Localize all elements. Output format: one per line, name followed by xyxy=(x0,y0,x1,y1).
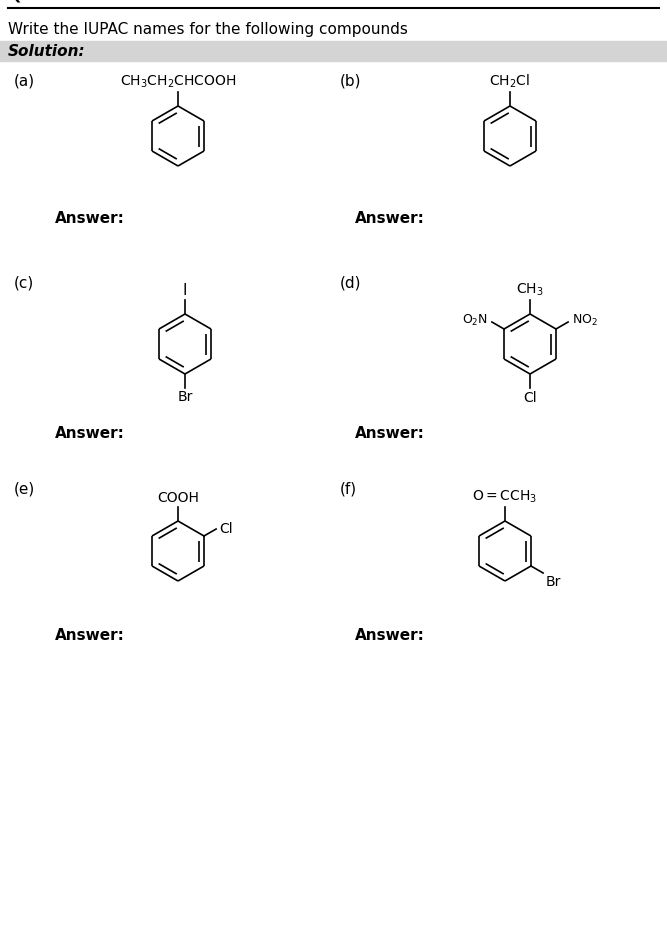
Text: Solution:: Solution: xyxy=(8,43,85,58)
Text: Br: Br xyxy=(177,390,193,404)
Text: Write the IUPAC names for the following compounds: Write the IUPAC names for the following … xyxy=(8,22,408,37)
Text: (b): (b) xyxy=(340,74,362,89)
Text: (a): (a) xyxy=(14,74,35,89)
Text: CH$_3$CH$_2$CHCOOH: CH$_3$CH$_2$CHCOOH xyxy=(120,74,236,90)
Text: Answer:: Answer: xyxy=(55,426,125,441)
Text: (c): (c) xyxy=(14,276,34,291)
Text: Cl: Cl xyxy=(219,522,233,536)
Text: I: I xyxy=(183,283,187,298)
Bar xyxy=(0,41,667,61)
Text: COOH: COOH xyxy=(157,491,199,505)
Text: (e): (e) xyxy=(14,481,35,496)
Text: O$=$CCH$_3$: O$=$CCH$_3$ xyxy=(472,489,538,505)
Text: (d): (d) xyxy=(340,276,362,291)
Text: Answer:: Answer: xyxy=(55,211,125,226)
Text: Answer:: Answer: xyxy=(355,426,425,441)
Text: NO$_2$: NO$_2$ xyxy=(572,313,598,328)
Text: Answer:: Answer: xyxy=(355,211,425,226)
Text: Answer:: Answer: xyxy=(55,628,125,643)
Text: (f): (f) xyxy=(340,481,357,496)
Text: Br: Br xyxy=(546,575,562,589)
Text: CH$_3$: CH$_3$ xyxy=(516,282,544,298)
Text: Question 2: Question 2 xyxy=(8,0,109,4)
Text: Cl: Cl xyxy=(523,391,537,405)
Text: Answer:: Answer: xyxy=(355,628,425,643)
Text: CH$_2$Cl: CH$_2$Cl xyxy=(490,73,530,90)
Text: O$_2$N: O$_2$N xyxy=(462,313,488,328)
